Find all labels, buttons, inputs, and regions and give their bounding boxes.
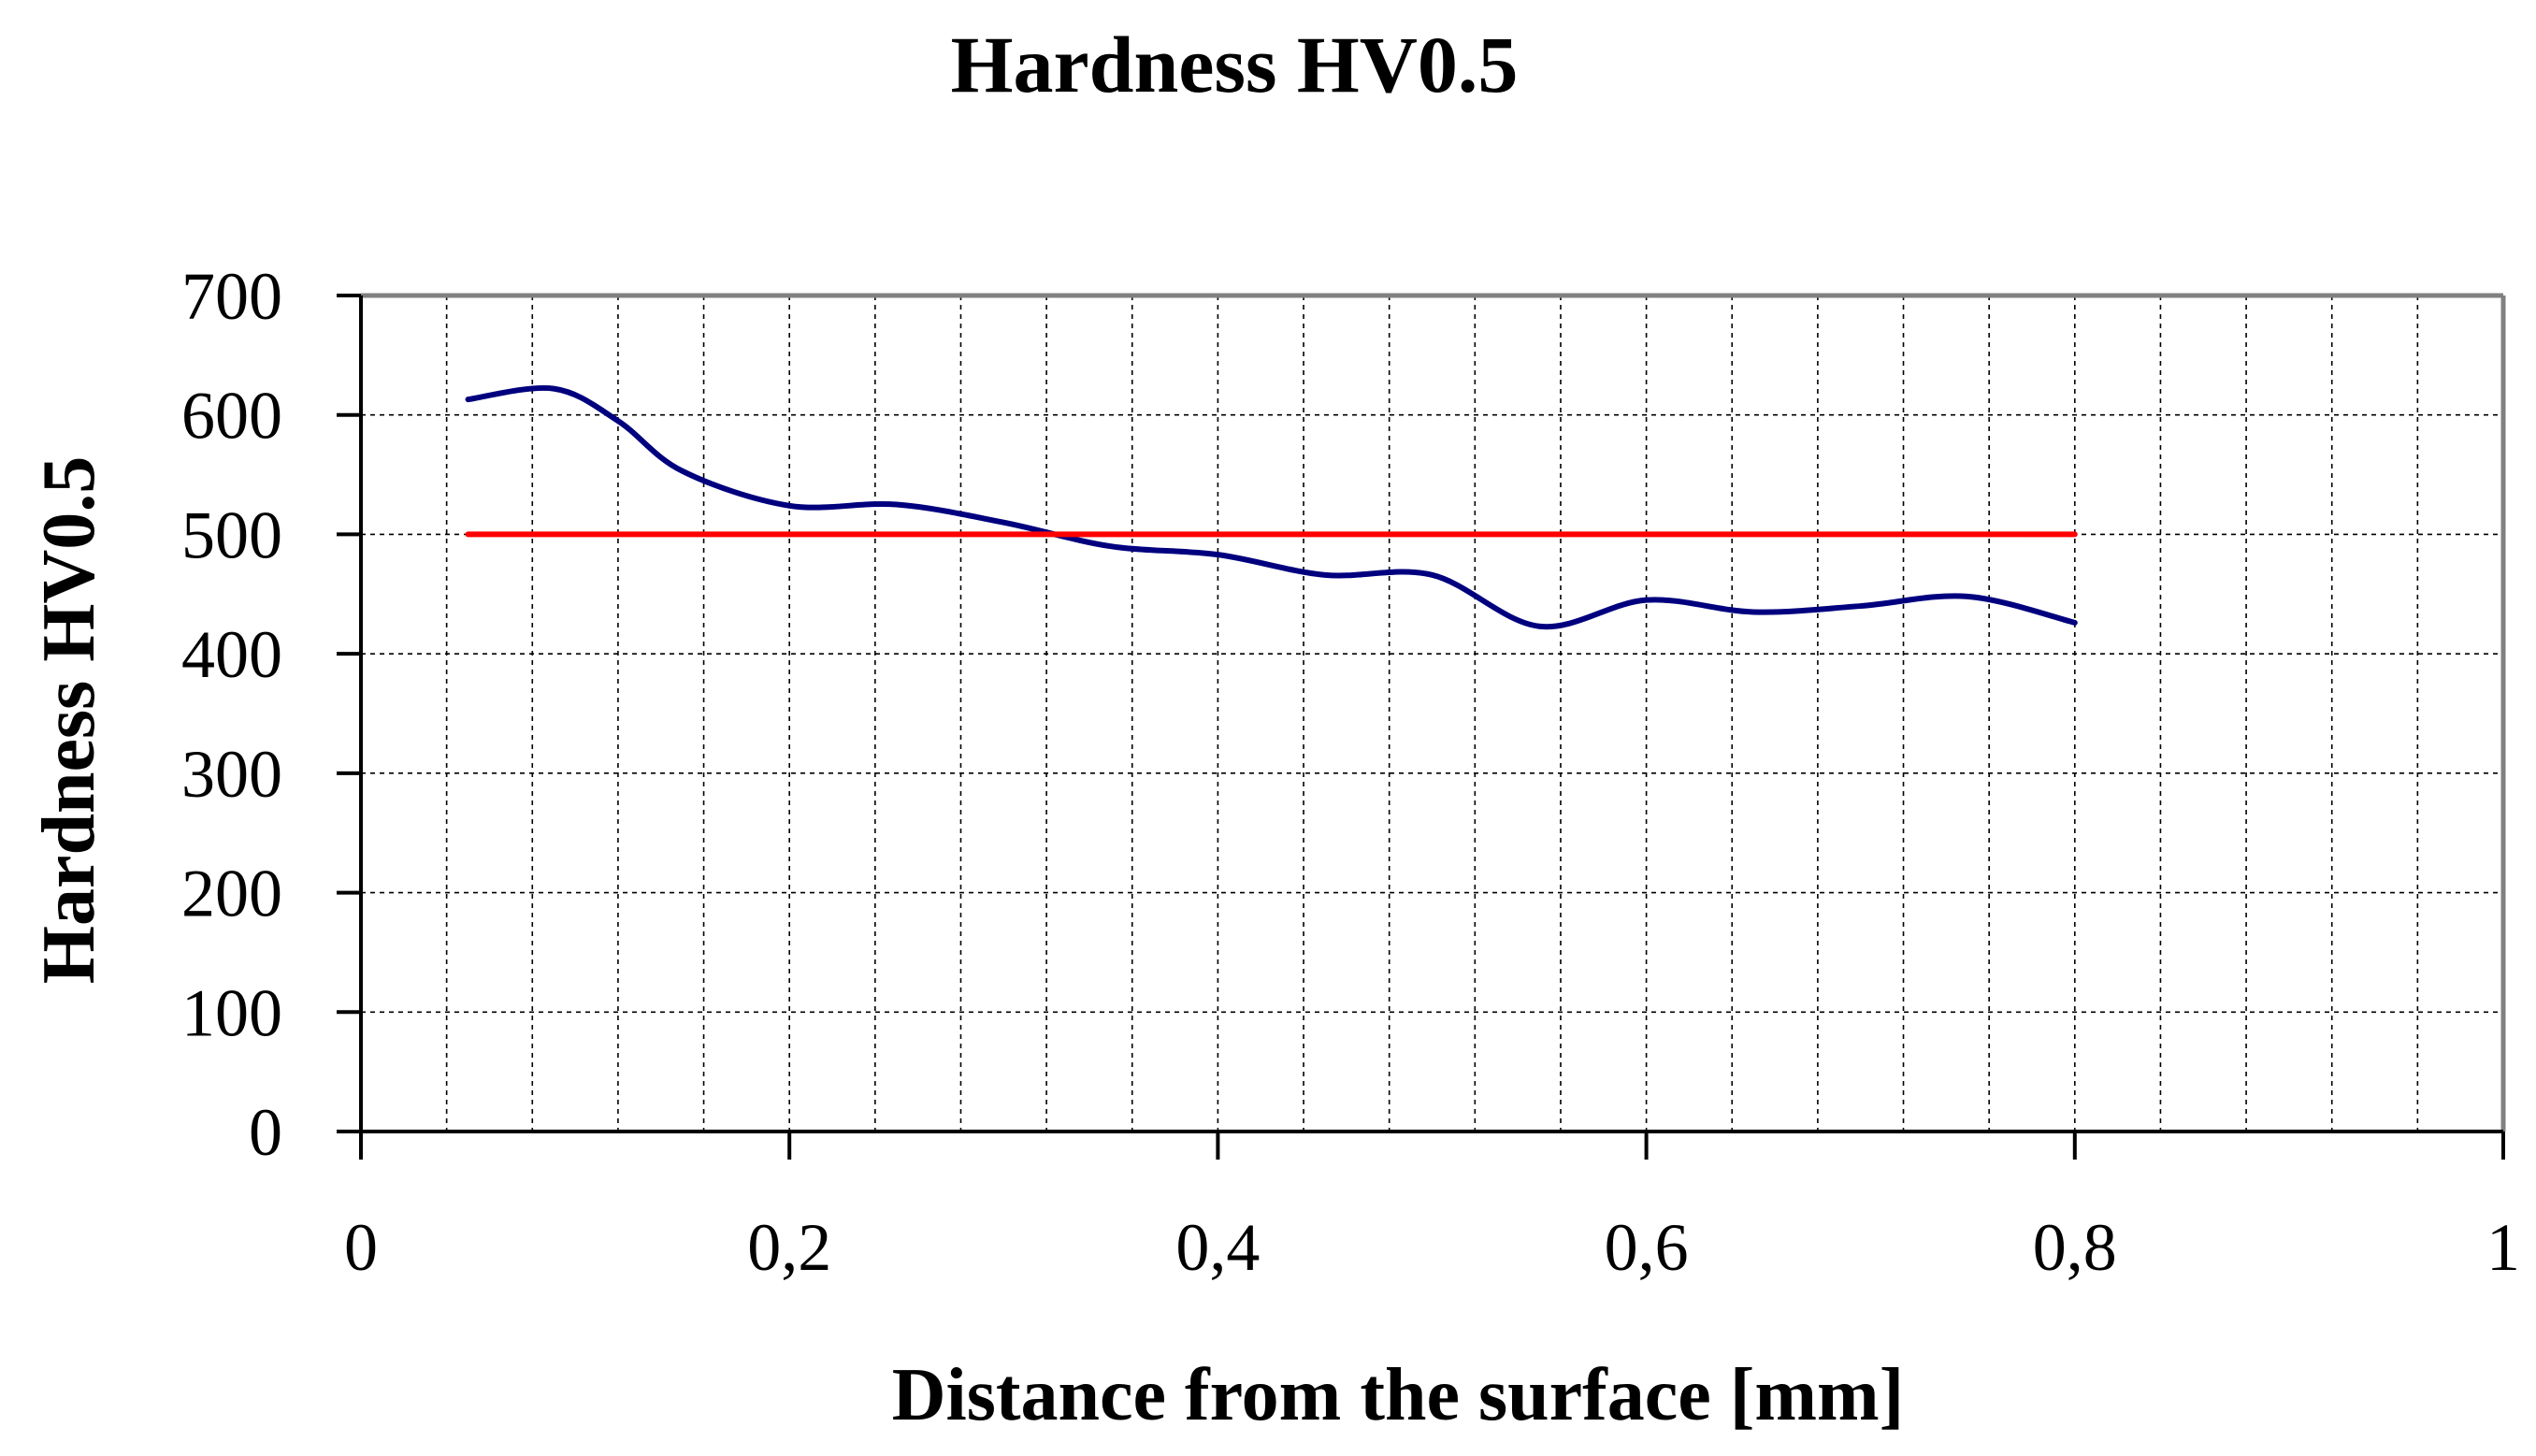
- x-tick-label: 0: [344, 1210, 378, 1285]
- hardness-series-line: [465, 384, 2078, 630]
- tick-labels: 0 100 200 300 400 500 600 700 0 0,2 0,4 0,6 0,8 1: [181, 259, 2520, 1285]
- y-tick-label: 100: [181, 975, 282, 1050]
- y-tick-label: 300: [181, 737, 282, 812]
- chart-title: Hardness HV0.5: [951, 20, 1519, 109]
- y-tick-label: 0: [249, 1095, 282, 1170]
- x-tick-label: 0,8: [2033, 1210, 2117, 1285]
- axes: [337, 293, 2506, 1160]
- y-tick-label: 600: [181, 379, 282, 454]
- x-axis-title: Distance from the surface [mm]: [892, 1354, 1905, 1436]
- series-lines: [465, 384, 2078, 630]
- y-axis-title: Hardness HV0.5: [28, 456, 110, 985]
- x-tick-label: 0,2: [747, 1210, 831, 1285]
- x-tick-label: 1: [2486, 1210, 2520, 1285]
- y-tick-label: 400: [181, 617, 282, 692]
- x-tick-label: 0,6: [1605, 1210, 1689, 1285]
- grid: [361, 296, 2503, 1132]
- x-tick-label: 0,4: [1175, 1210, 1260, 1285]
- y-tick-label: 700: [181, 259, 282, 334]
- y-tick-label: 500: [181, 497, 282, 572]
- y-tick-label: 200: [181, 857, 282, 931]
